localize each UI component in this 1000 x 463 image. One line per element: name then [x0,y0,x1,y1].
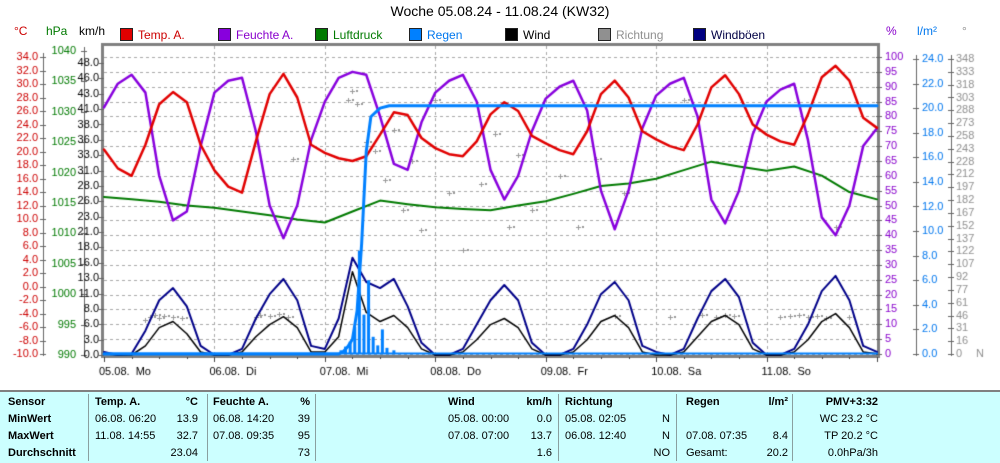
table-divider [792,394,793,461]
legend-swatch-wind-icon [505,28,518,41]
wind-max-datetime: 07.08. 07:00 [448,430,510,442]
legend-label-feuchte: Feuchte A. [236,27,294,42]
legend-swatch-luftdruck-icon [315,28,328,41]
wind-avg-value: 1.6 [536,447,552,459]
axis-unit-temp: °C [14,24,28,38]
row-label-durchschnitt: Durchschnitt [8,447,76,459]
table-divider [88,394,89,461]
legend-item-richtung: Richtung [598,27,664,42]
temp-max-value: 32.7 [176,430,198,442]
col-header-dir: Richtung [565,396,613,408]
dir-min-value: N [662,413,670,425]
wind-max-value: 13.7 [530,430,552,442]
legend-label-luftdruck: Luftdruck [333,27,383,42]
temp-avg-value: 23.04 [170,447,198,459]
row-label-minwert: MinWert [8,413,52,425]
axis-unit-pct: % [886,24,897,38]
col-unit-hum: % [300,396,310,408]
rain-total-label: Gesamt: [686,447,728,459]
table-divider [558,394,559,461]
col-header-wind: Wind [448,396,475,408]
legend-item-wind: Wind [505,27,551,42]
legend-swatch-temp-icon [120,28,133,41]
col-header-hum: Feuchte A. [213,396,269,408]
hum-avg-value: 73 [297,447,310,459]
legend-item-temp: Temp. A. [120,27,185,42]
legend-label-windboeen: Windböen [711,27,766,42]
temp-min-datetime: 06.08. 06:20 [95,413,157,425]
table-divider [676,394,677,461]
legend-item-regen: Regen [409,27,463,42]
pmv-value: PMV+3:32 [825,396,878,408]
dir-max-value: N [662,430,670,442]
rain-total-value: 20.2 [766,447,788,459]
col-header-temp: Temp. A. [95,396,141,408]
page-title: Woche 05.08.24 - 11.08.24 (KW32) [390,3,610,19]
axis-unit-lm2: l/m² [917,24,937,38]
temp-min-value: 13.9 [176,413,198,425]
pressure-trend-value: 0.0hPa/3h [827,447,878,459]
table-divider [315,394,316,461]
legend-label-regen: Regen [427,27,463,42]
legend-label-richtung: Richtung [616,27,664,42]
col-unit-rain: l/m² [768,396,788,408]
legend-label-temp: Temp. A. [138,27,185,42]
table-divider [207,394,208,461]
legend-swatch-richtung-icon [598,28,611,41]
wind-min-datetime: 05.08. 00:00 [448,413,510,425]
dir-avg-value: NO [653,447,671,459]
axis-unit-dir: ° [962,24,967,38]
windchill-value: WC 23.2 °C [819,413,878,425]
hum-min-datetime: 06.08. 14:20 [213,413,275,425]
dir-min-datetime: 05.08. 02:05 [565,413,627,425]
hum-min-value: 39 [297,413,310,425]
temp-max-datetime: 11.08. 14:55 [95,430,156,442]
hum-max-datetime: 07.08. 09:35 [213,430,275,442]
stats-table: Sensor MinWert MaxWert Durchschnitt Temp… [0,390,1000,463]
legend-swatch-feuchte-icon [218,28,231,41]
axis-unit-hpa: hPa [46,24,68,38]
legend-swatch-regen-icon [409,28,422,41]
row-label-maxwert: MaxWert [8,430,54,442]
legend-item-windboeen: Windböen [693,27,766,42]
hum-max-value: 95 [297,430,310,442]
legend-swatch-windboeen-icon [693,28,706,41]
legend-item-feuchte: Feuchte A. [218,27,294,42]
weather-week-chart [0,0,1000,390]
legend-item-luftdruck: Luftdruck [315,27,383,42]
rain-max-datetime: 07.08. 07:35 [686,430,748,442]
dir-max-datetime: 06.08. 12:40 [565,430,627,442]
row-label-sensor: Sensor [8,396,46,408]
col-unit-wind: km/h [526,396,552,408]
taupunkt-value: TP 20.2 °C [824,430,878,442]
axis-unit-kmh: km/h [79,24,106,38]
legend-label-wind: Wind [523,27,551,42]
rain-max-value: 8.4 [772,430,788,442]
col-unit-temp: °C [185,396,198,408]
col-header-rain: Regen [686,396,720,408]
wind-min-value: 0.0 [536,413,552,425]
